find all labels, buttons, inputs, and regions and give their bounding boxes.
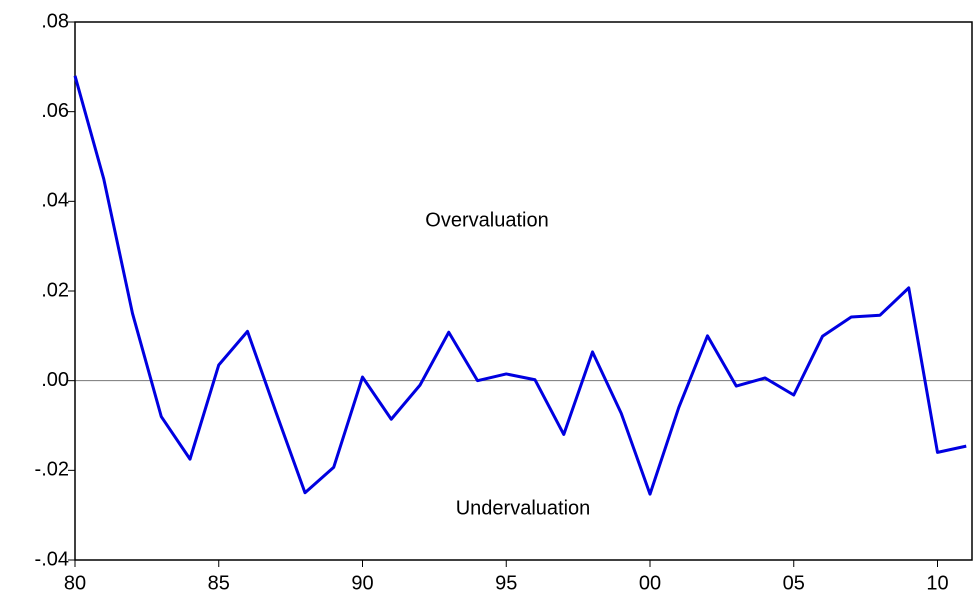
y-tick-label: .08 <box>41 10 69 32</box>
x-tick-label: 10 <box>926 572 948 594</box>
plot-frame <box>74 21 973 561</box>
x-tick-label: 80 <box>64 572 86 594</box>
x-tick-label: 00 <box>639 572 661 594</box>
y-tick-label: .00 <box>41 369 69 391</box>
y-tick-label: .04 <box>41 190 69 212</box>
series-line <box>73 75 967 496</box>
x-tick-label: 85 <box>208 572 230 594</box>
annotation: Undervaluation <box>456 497 591 519</box>
annotation: Overvaluation <box>425 209 548 231</box>
y-tick-label: .06 <box>41 100 69 122</box>
x-tick-label: 95 <box>495 572 517 594</box>
y-tick-label: -.02 <box>35 459 69 481</box>
y-tick-label: -.04 <box>35 548 69 570</box>
x-tick-label: 90 <box>351 572 373 594</box>
x-tick-label: 05 <box>783 572 805 594</box>
y-tick-label: .02 <box>41 279 69 301</box>
